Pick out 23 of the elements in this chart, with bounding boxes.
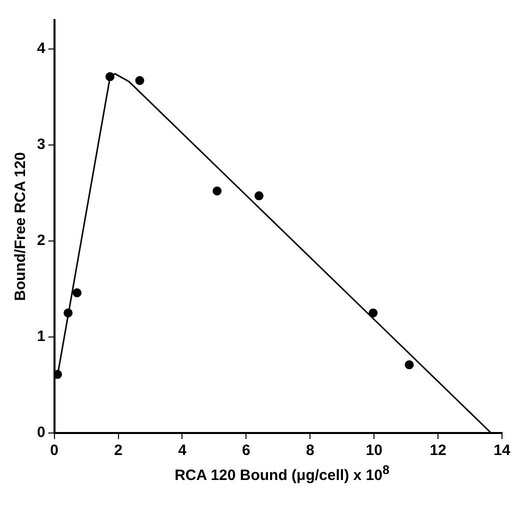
point <box>64 308 73 318</box>
point <box>135 76 144 86</box>
y-tick-label: 4 <box>37 40 46 57</box>
y-axis-title: Bound/Free RCA 120 <box>12 152 30 301</box>
point <box>404 360 414 370</box>
point <box>105 72 114 82</box>
y-tick-label: 0 <box>37 424 46 442</box>
x-tick-label: 2 <box>114 442 122 460</box>
y-tick-label: 2 <box>37 232 46 250</box>
x-tick-label: 8 <box>306 442 314 460</box>
y-tick-label: 1 <box>37 328 46 346</box>
x-tick-label: 10 <box>366 442 382 460</box>
x-tick-label: 0 <box>50 442 59 460</box>
x-tick-label: 6 <box>242 442 250 460</box>
x-tick-label: 14 <box>494 442 511 460</box>
point <box>368 308 378 318</box>
x-tick-label: 4 <box>178 442 188 460</box>
x-axis-title: RCA 120 Bound (μg/cell) x 10$^{8}$ <box>174 463 390 484</box>
y-tick-label: 3 <box>37 136 46 153</box>
x-tick-label: 12 <box>430 442 446 460</box>
point <box>254 191 264 200</box>
point <box>72 288 82 298</box>
point <box>212 186 222 196</box>
